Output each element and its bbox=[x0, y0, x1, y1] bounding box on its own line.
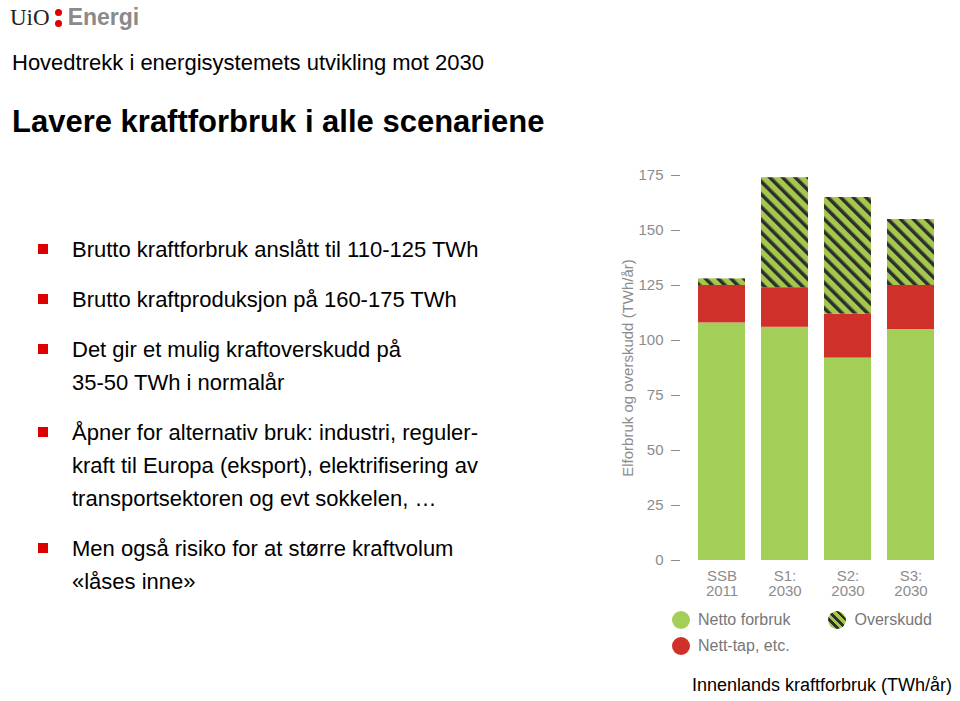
svg-text:S1:2030: S1:2030 bbox=[768, 567, 801, 599]
svg-text:75: 75 bbox=[647, 386, 664, 403]
html-text:Åpner for alternativ bruk: ind: Åpner for alternativ bruk: industri, reg… bbox=[72, 420, 478, 511]
html-text:Det gir et mulig kraftoverskud: Det gir et mulig kraftoverskudd på 35-50… bbox=[72, 337, 401, 395]
html-text:Innenlands kraftforbruk (TWh/å: Innenlands kraftforbruk (TWh/år) bbox=[691, 675, 952, 695]
html-text:Hovedtrekk i energisystemets u: Hovedtrekk i energisystemets utvikling m… bbox=[12, 50, 484, 75]
html-text:Energi: Energi bbox=[67, 4, 140, 30]
svg-text:25: 25 bbox=[647, 496, 664, 513]
svg-text:Elforbruk og overskudd (TWh/år: Elforbruk og overskudd (TWh/år) bbox=[619, 259, 636, 477]
svg-text:175: 175 bbox=[638, 166, 663, 183]
svg-text:S3:2030: S3:2030 bbox=[894, 567, 927, 599]
html-text:Nett-tap, etc.: Nett-tap, etc. bbox=[698, 637, 790, 654]
svg-text:150: 150 bbox=[638, 221, 663, 238]
svg-text:S2:2030: S2:2030 bbox=[831, 567, 864, 599]
html-text:Lavere kraftforbruk i alle sce: Lavere kraftforbruk i alle scenariene bbox=[12, 104, 545, 139]
html-text:Brutto kraftforbruk anslått ti: Brutto kraftforbruk anslått til 110-125 … bbox=[72, 237, 479, 262]
svg-text:125: 125 bbox=[638, 276, 663, 293]
html-text:UiO: UiO bbox=[10, 4, 50, 30]
html-text:Netto forbruk: Netto forbruk bbox=[698, 611, 791, 628]
svg-text:SSB2011: SSB2011 bbox=[706, 567, 738, 599]
html-text:Overskudd: Overskudd bbox=[854, 611, 932, 628]
svg-text:100: 100 bbox=[638, 331, 663, 348]
svg-text:0: 0 bbox=[655, 551, 663, 568]
svg-text:50: 50 bbox=[647, 441, 664, 458]
html-text:Men også risiko for at større: Men også risiko for at større kraftvolum… bbox=[72, 536, 454, 594]
html-text:Brutto kraftproduksjon på 160-: Brutto kraftproduksjon på 160-175 TWh bbox=[72, 287, 457, 312]
